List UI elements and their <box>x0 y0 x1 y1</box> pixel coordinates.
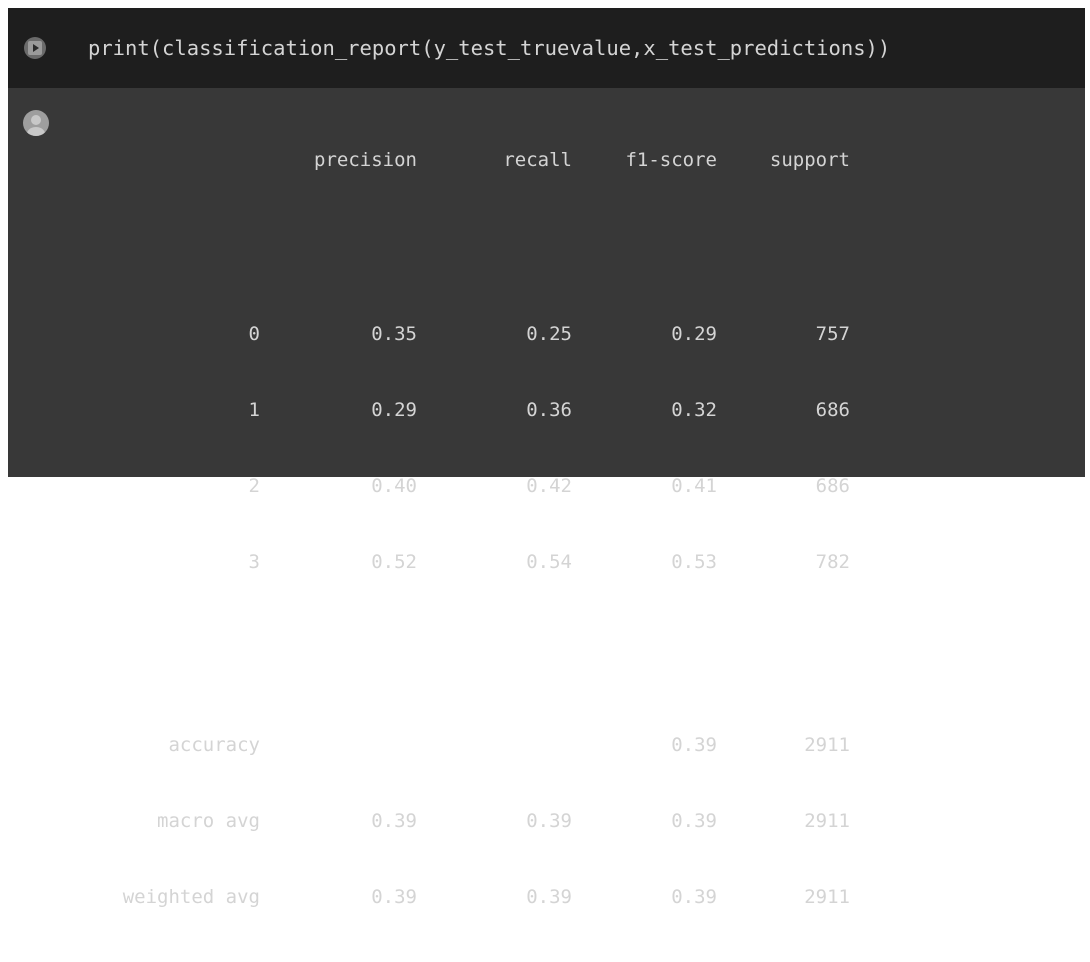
row-support: 782 <box>815 551 850 573</box>
summary-label: weighted avg <box>122 886 260 908</box>
row-recall: 0.36 <box>526 399 572 421</box>
row-label: 0 <box>248 323 260 345</box>
row-precision: 0.52 <box>371 551 417 573</box>
summary-f1: 0.39 <box>671 734 717 756</box>
report-row: 0 0.35 0.25 0.29 757 <box>72 318 850 350</box>
summary-row: weighted avg 0.39 0.39 0.39 2911 <box>72 881 850 913</box>
row-precision: 0.29 <box>371 399 417 421</box>
summary-label: macro avg <box>157 810 260 832</box>
play-icon <box>28 41 42 55</box>
summary-support: 2911 <box>804 810 850 832</box>
user-avatar-icon <box>27 115 45 136</box>
header-support: support <box>769 149 850 171</box>
report-row: 2 0.40 0.42 0.41 686 <box>72 470 850 502</box>
summary-f1: 0.39 <box>671 810 717 832</box>
header-f1-score: f1-score <box>625 149 717 171</box>
run-cell-button[interactable] <box>24 37 46 59</box>
row-recall: 0.25 <box>526 323 572 345</box>
report-row: 1 0.29 0.36 0.32 686 <box>72 394 850 426</box>
row-support: 686 <box>815 475 850 497</box>
cell-input[interactable]: print(classification_report(y_test_truev… <box>8 8 1085 88</box>
summary-f1: 0.39 <box>671 886 717 908</box>
summary-row: macro avg 0.39 0.39 0.39 2911 <box>72 805 850 837</box>
report-blank-row <box>72 220 186 252</box>
output-avatar <box>23 110 49 136</box>
report-row: 3 0.52 0.54 0.53 782 <box>72 546 850 578</box>
row-recall: 0.54 <box>526 551 572 573</box>
row-label: 3 <box>248 551 260 573</box>
row-label: 2 <box>248 475 260 497</box>
row-support: 757 <box>815 323 850 345</box>
row-label: 1 <box>248 399 260 421</box>
row-f1: 0.32 <box>671 399 717 421</box>
summary-precision: 0.39 <box>371 886 417 908</box>
summary-support: 2911 <box>804 886 850 908</box>
row-f1: 0.29 <box>671 323 717 345</box>
code-editor-line[interactable]: print(classification_report(y_test_truev… <box>88 36 891 60</box>
header-recall: recall <box>503 149 572 171</box>
summary-recall: 0.39 <box>526 886 572 908</box>
report-blank-row <box>72 644 186 663</box>
row-f1: 0.41 <box>671 475 717 497</box>
summary-row: accuracy 0.39 2911 <box>72 729 850 761</box>
report-header-row: precision recall f1-score support <box>72 144 850 176</box>
row-f1: 0.53 <box>671 551 717 573</box>
row-precision: 0.40 <box>371 475 417 497</box>
cell-output: precision recall f1-score support 0 0.35… <box>8 88 1085 908</box>
row-precision: 0.35 <box>371 323 417 345</box>
summary-support: 2911 <box>804 734 850 756</box>
summary-label: accuracy <box>168 734 260 756</box>
notebook-frame: print(classification_report(y_test_truev… <box>8 8 1085 908</box>
row-recall: 0.42 <box>526 475 572 497</box>
classification-report: precision recall f1-score support 0 0.35… <box>72 100 850 957</box>
code-cell: print(classification_report(y_test_truev… <box>8 8 1085 908</box>
summary-recall: 0.39 <box>526 810 572 832</box>
summary-precision: 0.39 <box>371 810 417 832</box>
row-support: 686 <box>815 399 850 421</box>
header-precision: precision <box>314 149 417 171</box>
